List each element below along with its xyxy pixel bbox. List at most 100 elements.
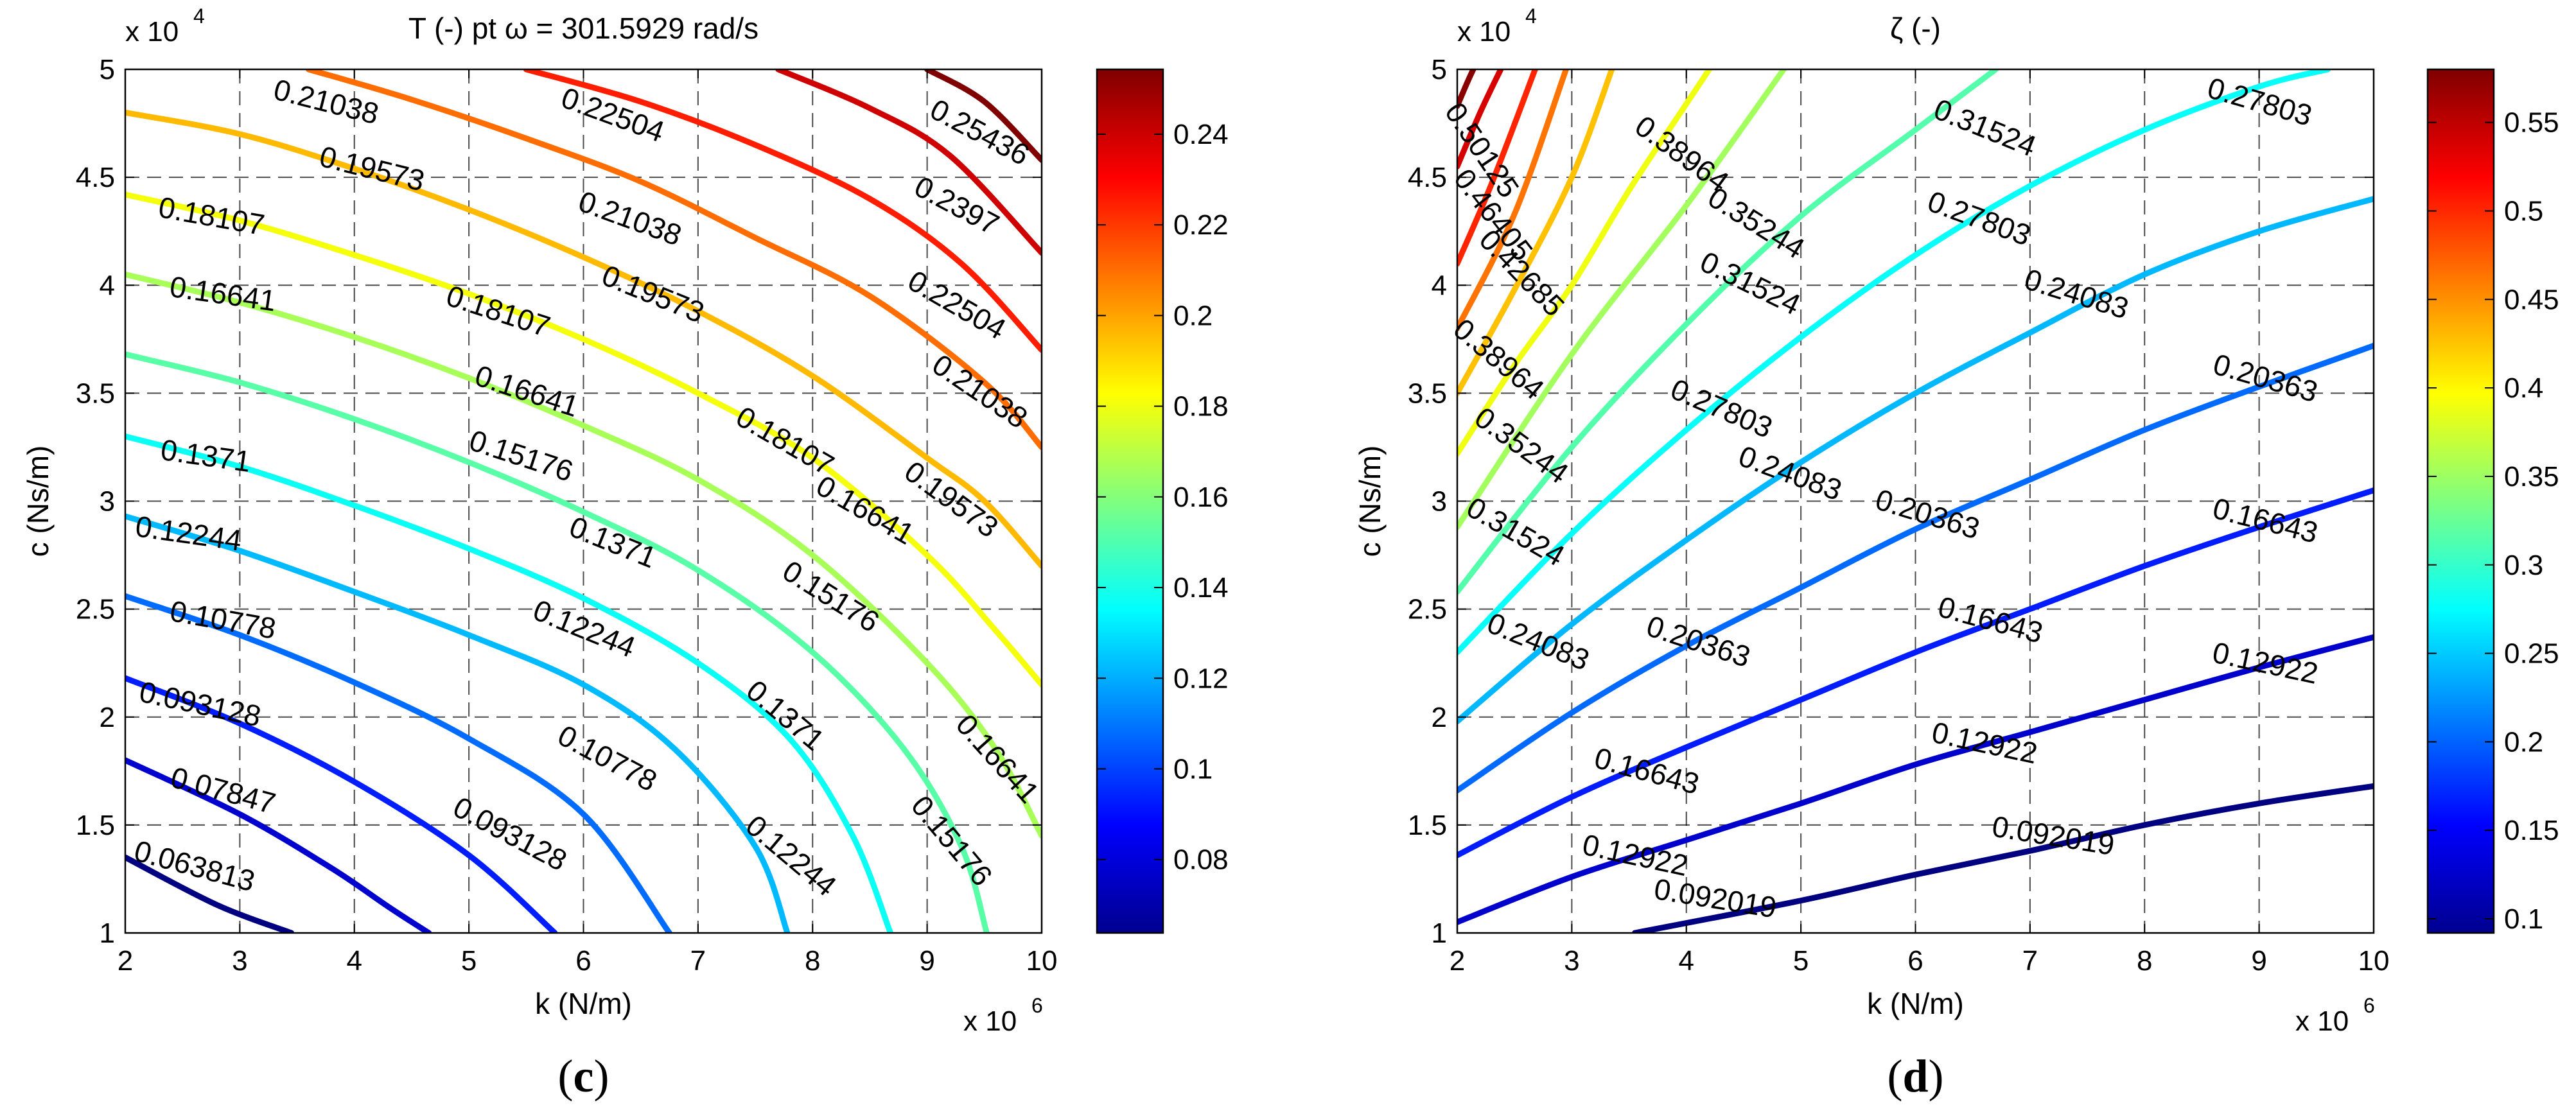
x-tick-label: 3 — [1564, 945, 1579, 977]
contour-line — [1457, 69, 2331, 656]
panel-label-open: ( — [1887, 1050, 1902, 1102]
contour-line — [125, 271, 1042, 839]
x-tick-label: 5 — [1793, 945, 1809, 977]
y-tick-label: 4.5 — [1408, 162, 1447, 193]
contour-line — [1457, 69, 1569, 331]
contour-line — [125, 593, 672, 933]
panel-label: (c) — [558, 1050, 609, 1102]
x-tick-label: 10 — [2358, 945, 2390, 977]
contour-line — [1457, 487, 2374, 858]
y-axis-label: c (Ns/m) — [21, 446, 55, 557]
contour-line — [125, 433, 893, 933]
colorbar-frame — [1096, 68, 1164, 934]
x-axis-label: k (N/m) — [535, 987, 632, 1020]
x-tick-label: 9 — [919, 945, 934, 977]
contour-line — [125, 191, 1042, 688]
x-tick-label: 10 — [1026, 945, 1058, 977]
contour-line — [775, 69, 1042, 256]
contour-line — [125, 351, 990, 933]
chart-title: T (-) pt ω = 301.5929 rad/s — [408, 12, 758, 45]
colorbar-tick-label: 0.2 — [2504, 726, 2543, 758]
y-tick-label: 2 — [100, 702, 115, 733]
x-tick-label: 4 — [1679, 945, 1694, 977]
panel-label-close: ) — [1929, 1050, 1944, 1102]
panel-d: 0.0920190.0920190.129220.129220.129220.1… — [1353, 4, 2559, 1102]
contour-line — [1457, 69, 1999, 595]
x-axis-label: k (N/m) — [1867, 987, 1964, 1020]
colorbar-tick-label: 0.5 — [2504, 196, 2543, 227]
contour-line — [1632, 783, 2374, 933]
contours — [1457, 69, 2374, 933]
colorbar: 0.1 0.15 0.2 0.25 0.3 0.35 0.4 0.45 0.5 0.55 — [2426, 68, 2559, 935]
colorbar-tick-label: 0.22 — [1173, 209, 1229, 241]
colorbar-tick-label: 0.25 — [2504, 638, 2559, 670]
contour-line — [1457, 634, 2374, 925]
y-multiplier: x 10 — [1457, 16, 1511, 48]
grid — [125, 69, 1042, 933]
colorbar-gradient — [2428, 69, 2494, 933]
y-tick-label: 5 — [100, 54, 115, 85]
x-tick-label: 5 — [461, 945, 477, 977]
y-tick-label: 1.5 — [1408, 810, 1447, 841]
y-tick-label: 3 — [1432, 486, 1447, 518]
contour-line — [125, 675, 558, 933]
colorbar-tick-label: 0.55 — [2504, 107, 2559, 139]
x-exponent: 6 — [1031, 994, 1043, 1017]
x-tick-label: 6 — [1907, 945, 1923, 977]
colorbar-tick-label: 0.4 — [2504, 372, 2543, 404]
contour-line — [125, 513, 791, 933]
x-tick-label: 2 — [1450, 945, 1465, 977]
contour-line — [1457, 69, 1712, 457]
colorbar-tick-label: 0.08 — [1173, 844, 1229, 876]
y-tick-label: 3 — [100, 486, 115, 518]
y-tick-label: 2.5 — [76, 594, 115, 625]
y-axis-label: c (Ns/m) — [1353, 446, 1387, 557]
contours — [125, 69, 1042, 933]
x-tick-label: 7 — [690, 945, 706, 977]
y-tick-label: 1 — [100, 918, 115, 949]
colorbar-tick-label: 0.14 — [1173, 572, 1229, 604]
y-tick-label: 3.5 — [76, 378, 115, 409]
y-tick-label: 4.5 — [76, 162, 115, 193]
contour-line — [1457, 342, 2374, 794]
chart-title: ζ (-) — [1890, 12, 1941, 45]
contour-line — [1457, 69, 1504, 170]
x-tick-label: 6 — [575, 945, 591, 977]
colorbar-tick-label: 0.1 — [1173, 753, 1213, 785]
x-tick-label: 8 — [2137, 945, 2152, 977]
contour-line — [305, 69, 1042, 450]
panel-c: 0.0638130.078470.0931280.0931280.107780.… — [21, 4, 1229, 1102]
y-tick-label: 2.5 — [1408, 594, 1447, 625]
panel-label-letter: d — [1902, 1050, 1928, 1102]
contour-line — [1457, 69, 1787, 530]
colorbar-tick-label: 0.24 — [1173, 119, 1229, 150]
colorbar-gradient — [1097, 69, 1163, 933]
colorbar: 0.08 0.1 0.12 0.14 0.16 0.18 0.2 0.22 0.24 — [1096, 68, 1229, 934]
colorbar-tick-label: 0.3 — [2504, 550, 2543, 581]
y-tick-label: 4 — [1432, 270, 1447, 301]
y-exponent: 4 — [193, 4, 205, 28]
x-exponent: 6 — [2363, 994, 2375, 1017]
y-exponent: 4 — [1525, 4, 1537, 28]
colorbar-tick-label: 0.15 — [2504, 815, 2559, 846]
x-multiplier: x 10 — [963, 1005, 1017, 1037]
contour-line — [1457, 69, 1538, 267]
x-tick-label: 8 — [805, 945, 820, 977]
y-tick-label: 3.5 — [1408, 378, 1447, 409]
y-axis: 1 1.5 2 2.5 3 3.5 4 4.5 5 — [1408, 54, 2374, 949]
colorbar-frame — [2426, 68, 2495, 934]
y-axis: 1 1.5 2 2.5 3 3.5 4 4.5 5 — [76, 54, 1042, 949]
y-tick-label: 2 — [1432, 702, 1447, 733]
x-axis: 2 3 4 5 6 7 8 9 10 — [1450, 69, 2390, 977]
x-tick-label: 9 — [2251, 945, 2266, 977]
x-tick-label: 7 — [2022, 945, 2038, 977]
contour-line — [523, 69, 1042, 353]
contour-line — [1457, 196, 2374, 724]
panel-label-letter: c — [574, 1050, 594, 1102]
colorbar-tick-label: 0.18 — [1173, 391, 1229, 422]
colorbar-tick-label: 0.12 — [1173, 663, 1229, 694]
contour-line — [1457, 69, 1476, 109]
panel-label: (d) — [1887, 1050, 1943, 1102]
x-tick-label: 4 — [347, 945, 362, 977]
